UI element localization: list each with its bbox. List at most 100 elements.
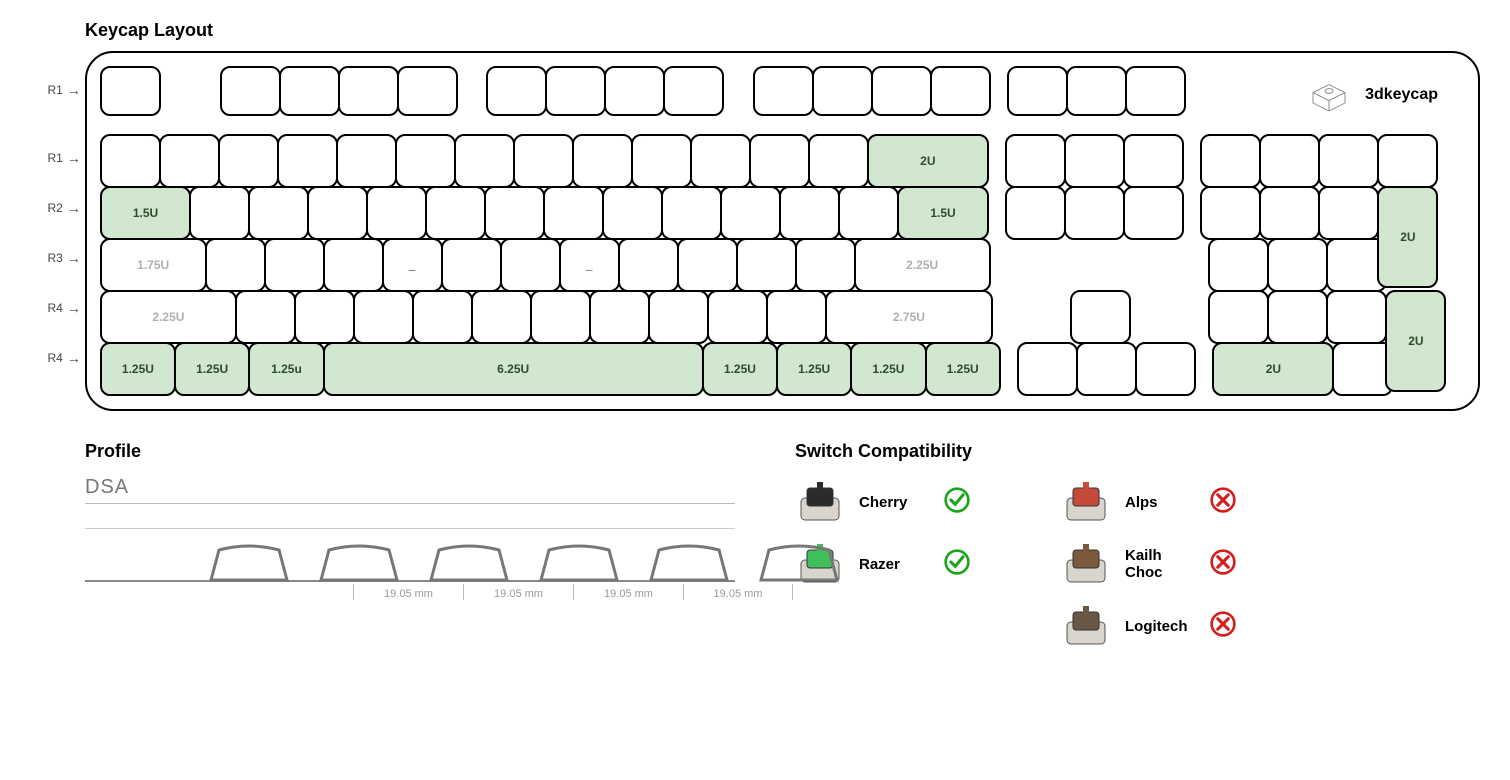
key-1u (753, 66, 814, 116)
compat-item-alps: Alps (1061, 480, 1237, 524)
key-1u (720, 186, 781, 240)
key-1p5u: 1.5U (897, 186, 989, 240)
key-1u (1064, 186, 1125, 240)
key-1p75u: 1.75U (100, 238, 207, 292)
key-1u (441, 238, 502, 292)
key-1u (749, 134, 810, 188)
key-1u (838, 186, 899, 240)
key-1u (631, 134, 692, 188)
key-1u (677, 238, 738, 292)
key-1u (397, 66, 458, 116)
key-2p25u: 2.25U (854, 238, 991, 292)
key-_: _ (559, 238, 620, 292)
switch-icon (1061, 604, 1111, 648)
key-1u (812, 66, 873, 116)
key-1u (808, 134, 869, 188)
row-label: R3→ (30, 233, 85, 283)
dsa-key-silhouette (535, 544, 623, 582)
keyboard-layout: R1→R1→R2→R3→R4→R4→ 3dkeycap 2U1.5U1.5U2U… (30, 51, 1480, 411)
key-1u (1005, 186, 1066, 240)
key-2p25u: 2.25U (100, 290, 237, 344)
key-1u (1123, 186, 1184, 240)
kb-row-shift: 2.25U2.75U2U (101, 291, 1460, 343)
profile-section: Profile DSA 19.05 mm19.05 mm19.05 mm19.0… (85, 441, 735, 648)
keycap-icon (1305, 75, 1353, 115)
dsa-key-silhouette (205, 544, 293, 582)
key-1u (795, 238, 856, 292)
dsa-key-silhouette (315, 544, 403, 582)
key-1u (336, 134, 397, 188)
key-1u (1066, 66, 1127, 116)
key-1u (602, 186, 663, 240)
row-label: R4→ (30, 283, 85, 333)
kb-row-caps: 1.75U _ _ 2.25U (101, 239, 1460, 291)
key-2u: 2U (867, 134, 989, 188)
key-1u (1208, 290, 1269, 344)
key-2p75u: 2.75U (825, 290, 993, 344)
key-1u (294, 290, 355, 344)
profile-name: DSA (85, 476, 735, 504)
brand-name: 3dkeycap (1365, 86, 1438, 104)
key-1p25u: 1.25U (925, 342, 1001, 396)
row-label: R4→ (30, 333, 85, 383)
switch-icon (1061, 480, 1111, 524)
key-2u: 2U (1212, 342, 1334, 396)
key-1u (1005, 134, 1066, 188)
compat-item-kailh-choc: Kailh Choc (1061, 542, 1237, 586)
row-label: R2→ (30, 183, 85, 233)
key-1u (1007, 66, 1068, 116)
key-1u (395, 134, 456, 188)
key-6p25u: 6.25U (323, 342, 704, 396)
key-2u: 2U (1377, 186, 1438, 288)
key-1u (189, 186, 250, 240)
row-labels: R1→R1→R2→R3→R4→R4→ (30, 51, 85, 383)
key-1u (1267, 290, 1328, 344)
key-1u (471, 290, 532, 344)
switch-icon (1061, 542, 1111, 586)
dsa-key-silhouette (425, 544, 513, 582)
key-1p5u: 1.5U (100, 186, 192, 240)
key-1u (690, 134, 751, 188)
key-1u (513, 134, 574, 188)
profile-diagram: 19.05 mm19.05 mm19.05 mm19.05 mm (85, 528, 735, 598)
cross-icon (1209, 486, 1237, 519)
key-1u (248, 186, 309, 240)
switch-name: Alps (1125, 494, 1195, 511)
key-1p25u: 1.25U (702, 342, 778, 396)
key-1u (1200, 186, 1261, 240)
key-1u (1332, 342, 1393, 396)
key-1u (1125, 66, 1186, 116)
key-1u (1377, 134, 1438, 188)
compat-title: Switch Compatibility (795, 441, 1480, 462)
profile-title: Profile (85, 441, 735, 462)
key-1u (218, 134, 279, 188)
key-1u (425, 186, 486, 240)
row-label: R1→ (30, 133, 85, 183)
key-1u (159, 134, 220, 188)
key-1u (736, 238, 797, 292)
key-1u (1318, 186, 1379, 240)
keyboard-board: 3dkeycap 2U1.5U1.5U2U1.75U__2.25U2.25U2.… (85, 51, 1480, 411)
key-1p25u: 1.25U (850, 342, 926, 396)
check-icon (943, 486, 971, 519)
key-1u (307, 186, 368, 240)
compat-item-cherry: Cherry (795, 480, 971, 524)
key-1u (543, 186, 604, 240)
key-1u (530, 290, 591, 344)
kb-row-tab: 1.5U1.5U2U (101, 187, 1460, 239)
key-1u (366, 186, 427, 240)
key-1u (338, 66, 399, 116)
dsa-spacing-label: 19.05 mm (683, 584, 793, 600)
key-1u (412, 290, 473, 344)
key-1u (1259, 186, 1320, 240)
row-label: R1→ (30, 67, 85, 113)
key-1u (661, 186, 722, 240)
switch-name: Kailh Choc (1125, 547, 1195, 581)
key-1u (663, 66, 724, 116)
key-_: _ (382, 238, 443, 292)
key-1u (930, 66, 991, 116)
key-1p25u: 1.25U (776, 342, 852, 396)
key-1u (100, 134, 161, 188)
key-1u (279, 66, 340, 116)
key-1u (1200, 134, 1261, 188)
